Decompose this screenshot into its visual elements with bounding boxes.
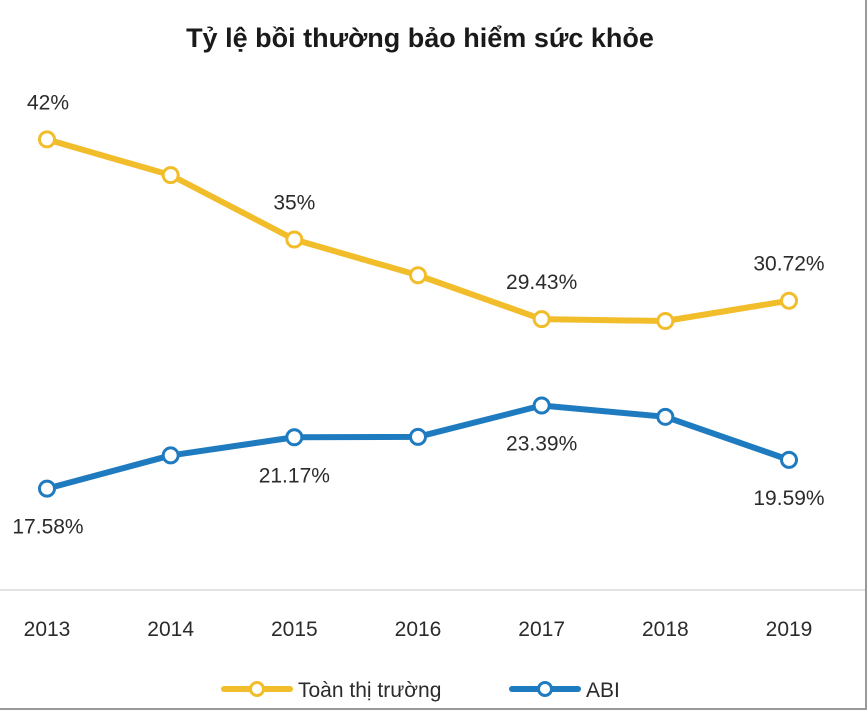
data-label: 23.39% (506, 433, 577, 456)
data-point-1-5 (656, 407, 675, 426)
legend-swatch-marker-0 (249, 681, 265, 697)
data-point-1-2 (285, 428, 304, 447)
data-label: 35% (273, 192, 315, 215)
x-tick-label: 2017 (518, 618, 565, 641)
x-tick-label: 2018 (642, 618, 689, 641)
data-label-layer: 42% 35% 29.43% 30.72% 17.58% 21.17% 23.39% 19.5… (12, 91, 824, 538)
data-point-1-4 (532, 396, 551, 415)
x-tick-label: 2019 (766, 618, 813, 641)
x-tick-labels: 2013 2014 2015 2016 2017 2018 2019 (24, 618, 813, 641)
legend-label-0: Toàn thị trường (298, 679, 441, 702)
series-line-0 (44, 136, 792, 325)
data-label: 30.72% (753, 253, 824, 276)
series-line-1 (44, 402, 792, 492)
series-layer (38, 130, 798, 498)
data-point-0-6 (780, 291, 798, 310)
x-tick-label: 2015 (271, 618, 318, 641)
chart-title: Tỷ lệ bồi thường bảo hiểm sức khỏe (186, 23, 654, 53)
data-label: 29.43% (506, 271, 577, 294)
data-point-1-6 (780, 450, 798, 469)
data-label: 21.17% (259, 464, 330, 487)
data-point-0-0 (38, 130, 56, 149)
data-point-0-5 (656, 312, 675, 331)
data-point-0-3 (409, 266, 427, 285)
legend: Toàn thị trường ABI (221, 679, 620, 702)
data-label: 19.59% (753, 487, 824, 510)
data-point-1-3 (409, 427, 427, 446)
x-tick-label: 2016 (395, 618, 442, 641)
data-label: 17.58% (12, 516, 83, 539)
x-tick-label: 2013 (24, 618, 71, 641)
data-point-0-1 (161, 166, 180, 185)
legend-label-1: ABI (586, 679, 620, 702)
data-point-0-2 (285, 230, 304, 249)
x-tick-label: 2014 (147, 618, 194, 641)
data-label: 42% (27, 91, 69, 114)
data-point-1-0 (38, 479, 56, 498)
legend-swatch-marker-1 (537, 681, 553, 697)
data-point-1-1 (161, 446, 180, 465)
data-point-0-4 (532, 310, 551, 329)
